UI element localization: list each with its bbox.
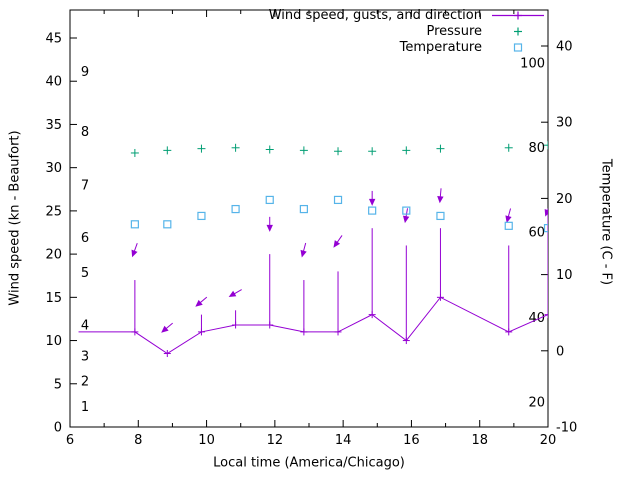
wind-direction-arrow-icon	[300, 242, 307, 258]
x-axis-title: Local time (America/Chicago)	[213, 455, 405, 471]
svg-text:2: 2	[81, 375, 89, 390]
svg-text:10: 10	[45, 334, 62, 349]
svg-text:20: 20	[528, 395, 545, 410]
wind-direction-arrow-icon	[161, 322, 173, 333]
svg-text:60: 60	[528, 225, 545, 240]
temperature-square-marker-icon	[513, 43, 523, 52]
svg-text:10: 10	[556, 268, 573, 283]
legend-item-pressure: Pressure	[426, 24, 545, 39]
svg-text:5: 5	[81, 266, 89, 281]
wind-direction-arrow-icon	[402, 208, 410, 224]
legend-label-wind: Wind speed, gusts, and direction	[268, 8, 482, 23]
wind-direction-arrow-icon	[437, 188, 444, 204]
tick-labels: 6 8 10 12 14 16 18 20051015202530354045-1001020…	[45, 32, 577, 449]
left-axis-title: Wind speed (kn - Beaufort)	[7, 130, 23, 306]
svg-text:5: 5	[54, 377, 62, 392]
pressure-plus-marker-icon	[514, 27, 522, 36]
wind-direction-arrow-icon	[505, 208, 512, 223]
svg-text:0: 0	[556, 344, 564, 359]
svg-text:12: 12	[267, 433, 284, 448]
svg-text:16: 16	[403, 433, 420, 448]
svg-text:14: 14	[335, 433, 352, 448]
svg-text:80: 80	[528, 141, 545, 156]
legend-item-temperature: Temperature	[399, 40, 545, 55]
right-axis-title: Temperature (C - F)	[598, 158, 614, 286]
svg-text:20: 20	[556, 192, 573, 207]
svg-text:20: 20	[540, 433, 557, 448]
svg-text:0: 0	[54, 421, 62, 436]
svg-text:40: 40	[528, 311, 545, 326]
svg-text:8: 8	[81, 125, 89, 140]
wind-direction-arrow-icon	[544, 202, 548, 217]
wind-direction-arrow-icon	[333, 235, 343, 248]
legend-label-pressure: Pressure	[426, 24, 482, 39]
wind-direction-arrow-icon	[228, 289, 242, 298]
svg-text:4: 4	[81, 318, 89, 333]
axes	[69, 9, 549, 428]
svg-text:18: 18	[471, 433, 488, 448]
temperature-series	[130, 195, 548, 233]
pressure-series	[130, 141, 548, 157]
wind-series	[78, 188, 548, 358]
svg-text:45: 45	[45, 32, 62, 47]
svg-text:7: 7	[81, 178, 89, 193]
svg-text:30: 30	[45, 161, 62, 176]
wind-line-marker-icon	[492, 11, 544, 20]
legend-item-wind: Wind speed, gusts, and direction	[268, 8, 545, 23]
svg-text:25: 25	[45, 204, 62, 219]
legend-label-temperature: Temperature	[399, 40, 482, 55]
svg-text:6: 6	[66, 433, 74, 448]
svg-text:9: 9	[81, 65, 89, 80]
svg-text:20: 20	[45, 248, 62, 263]
svg-text:10: 10	[198, 433, 215, 448]
wind-direction-arrow-icon	[195, 296, 208, 307]
svg-text:40: 40	[45, 75, 62, 90]
svg-text:3: 3	[81, 350, 89, 365]
legend: Wind speed, gusts, and direction Pressur…	[268, 8, 545, 55]
svg-text:6: 6	[81, 231, 89, 246]
svg-text:100: 100	[520, 56, 545, 71]
svg-text:40: 40	[556, 40, 573, 55]
wind-direction-arrow-icon	[368, 190, 376, 206]
series-layer	[78, 141, 548, 358]
svg-text:1: 1	[81, 400, 89, 415]
wind-direction-arrow-icon	[266, 216, 273, 232]
svg-text:35: 35	[45, 118, 62, 133]
wind-direction-arrow-icon	[131, 243, 138, 258]
svg-text:8: 8	[134, 433, 142, 448]
svg-text:30: 30	[556, 116, 573, 131]
svg-text:-10: -10	[556, 421, 577, 436]
svg-text:15: 15	[45, 291, 62, 306]
